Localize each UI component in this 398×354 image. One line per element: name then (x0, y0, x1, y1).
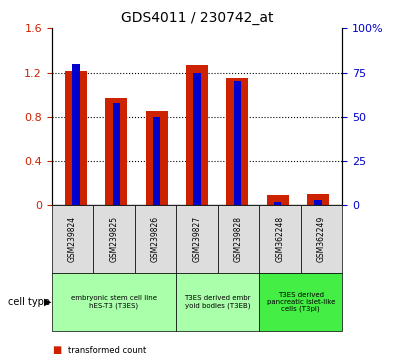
Bar (307, 194, 329, 205)
Bar (113, 103, 120, 205)
Bar (105, 98, 127, 205)
Text: ■: ■ (52, 346, 61, 354)
Bar (274, 202, 281, 205)
Bar (186, 65, 208, 205)
Text: transformed count: transformed count (68, 346, 146, 354)
Text: GSM239824: GSM239824 (68, 216, 77, 262)
Text: ▶: ▶ (44, 297, 51, 307)
Title: GDS4011 / 230742_at: GDS4011 / 230742_at (121, 11, 273, 24)
Bar (193, 73, 201, 205)
Text: cell type: cell type (8, 297, 50, 307)
Text: GSM239825: GSM239825 (109, 216, 119, 262)
Text: GSM239828: GSM239828 (234, 216, 243, 262)
Bar (72, 64, 80, 205)
Bar (146, 111, 168, 205)
Text: GSM239827: GSM239827 (193, 216, 201, 262)
Bar (314, 200, 322, 205)
Text: T3ES derived
pancreatic islet-like
cells (T3pi): T3ES derived pancreatic islet-like cells… (267, 292, 335, 312)
Bar (153, 117, 160, 205)
Text: T3ES derived embr
yoid bodies (T3EB): T3ES derived embr yoid bodies (T3EB) (185, 295, 251, 309)
Bar (267, 195, 289, 205)
Bar (226, 78, 248, 205)
Text: embryonic stem cell line
hES-T3 (T3ES): embryonic stem cell line hES-T3 (T3ES) (71, 295, 157, 309)
Bar (65, 72, 87, 205)
Text: GSM239826: GSM239826 (151, 216, 160, 262)
Bar (234, 81, 241, 205)
Text: GSM362249: GSM362249 (317, 216, 326, 262)
Text: GSM362248: GSM362248 (275, 216, 285, 262)
